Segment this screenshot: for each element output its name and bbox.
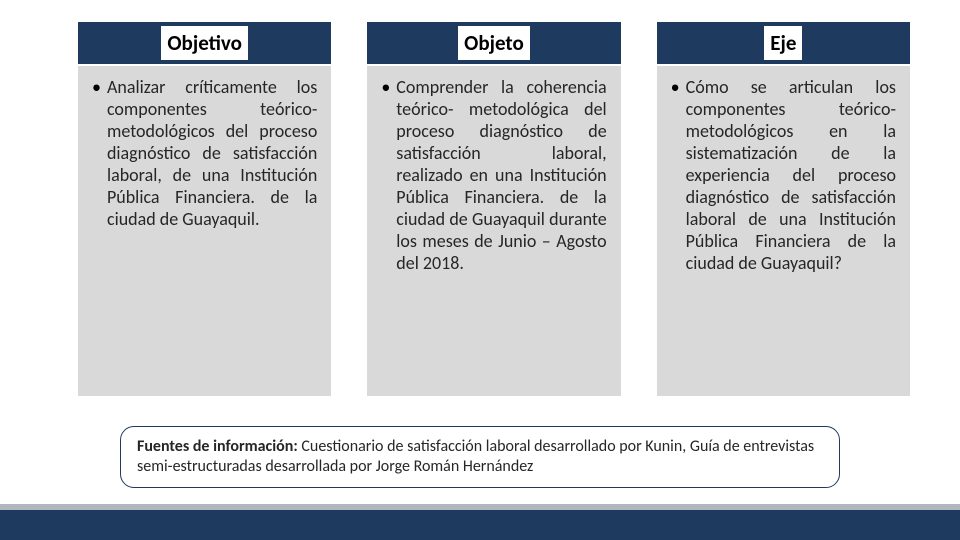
bullet-dot-icon: • bbox=[671, 76, 680, 98]
bullet-item: • Analizar críticamente los componentes … bbox=[92, 76, 317, 230]
column-body: • Analizar críticamente los componentes … bbox=[78, 66, 331, 396]
column-header: Objeto bbox=[367, 22, 620, 66]
info-label: Fuentes de información: bbox=[137, 437, 298, 456]
bullet-text: Comprender la coherencia teórico- metodo… bbox=[396, 76, 606, 274]
column-body: • Cómo se articulan los componentes teór… bbox=[657, 66, 910, 396]
bullet-item: • Cómo se articulan los componentes teór… bbox=[671, 76, 896, 274]
column-header: Eje bbox=[657, 22, 910, 66]
bullet-dot-icon: • bbox=[381, 76, 390, 98]
column-header-label: Objeto bbox=[458, 26, 530, 60]
bullet-dot-icon: • bbox=[92, 76, 101, 98]
column-objetivo: Objetivo • Analizar críticamente los com… bbox=[78, 22, 331, 396]
info-sources-box: Fuentes de información: Cuestionario de … bbox=[120, 426, 840, 488]
column-body: • Comprender la coherencia teórico- meto… bbox=[367, 66, 620, 396]
columns-container: Objetivo • Analizar críticamente los com… bbox=[78, 22, 910, 396]
column-header: Objetivo bbox=[78, 22, 331, 66]
footer-bar bbox=[0, 510, 960, 540]
column-objeto: Objeto • Comprender la coherencia teóric… bbox=[367, 22, 620, 396]
bullet-text: Cómo se articulan los componentes teóric… bbox=[686, 76, 896, 274]
column-header-label: Eje bbox=[764, 26, 802, 60]
bullet-item: • Comprender la coherencia teórico- meto… bbox=[381, 76, 606, 274]
column-eje: Eje • Cómo se articulan los componentes … bbox=[657, 22, 910, 396]
slide-root: { "layout": { "type": "infographic", "co… bbox=[0, 0, 960, 540]
bullet-text: Analizar críticamente los componentes te… bbox=[107, 76, 317, 230]
column-header-label: Objetivo bbox=[161, 26, 248, 60]
